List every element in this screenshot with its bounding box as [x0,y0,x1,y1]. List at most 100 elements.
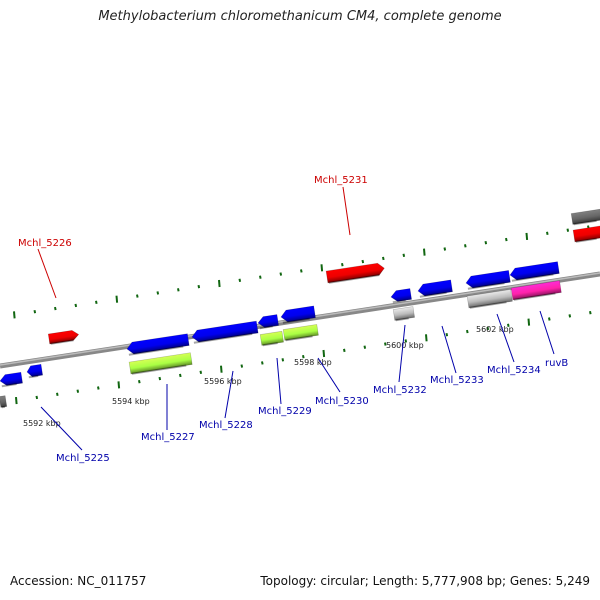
gene-label: Mchl_5225 [56,453,110,464]
gene-label-leader [496,313,515,363]
inner-scale-tick [445,332,449,337]
highlighted-feature [510,280,562,301]
inner-scale-tick [35,395,39,400]
gene-feature [0,371,23,388]
gene-feature [47,330,80,345]
gene-label-leader [276,357,282,405]
outer-scale-tick [136,294,139,298]
inner-scale-tick [76,389,80,393]
inner-scale-tick [425,334,428,342]
inner-scale-tick [15,396,18,405]
outer-scale-tick [115,295,119,303]
inner-scale-tick [261,361,264,365]
gene-label: Mchl_5228 [199,420,253,431]
outer-scale-tick [341,262,344,267]
scale-label: 5596 kbp [204,377,242,386]
inner-scale-tick [527,318,531,326]
inner-scale-tick [240,364,244,368]
outer-scale-tick [566,228,570,232]
outer-scale-tick [464,244,467,248]
outer-scale-tick [525,232,529,241]
outer-scale-tick [279,272,283,276]
outer-scale-tick [300,269,303,273]
outer-scale-tick [546,231,549,236]
outer-scale-tick [13,311,16,319]
gene-label: Mchl_5230 [315,396,369,407]
inner-scale-tick [466,329,469,334]
gene-label: Mchl_5227 [141,432,195,443]
gene-feature [325,262,385,284]
outer-scale-tick [423,248,426,256]
outer-scale-tick [218,279,221,288]
pseudo-feature [466,289,513,309]
pseudo-feature [392,306,415,322]
outer-scale-tick [259,275,262,279]
rna-feature [282,324,319,342]
gene-label-leader [342,186,351,236]
inner-scale-tick [179,373,182,378]
gene-label-leader [317,357,341,393]
gene-label: Mchl_5234 [487,365,541,376]
scale-label: 5598 kbp [294,358,332,367]
gene-feature [191,320,259,344]
outer-scale-tick [443,247,447,251]
gene-label-leader [40,406,83,451]
inner-scale-tick [363,345,367,349]
scale-label: 5602 kbp [476,325,514,334]
gene-label-leader [224,370,234,419]
inner-scale-tick [138,380,141,384]
rna-feature [259,330,284,347]
outer-scale-tick [156,291,160,295]
inner-scale-tick [220,365,223,373]
gene-label: Mchl_5231 [314,175,368,186]
gene-label-leader [441,325,457,374]
outer-scale-tick [95,300,98,305]
gene-label: Mchl_5233 [430,375,484,386]
outer-scale-tick [382,256,385,261]
scale-label: 5594 kbp [112,397,150,406]
scale-label: 5600 kbp [386,341,424,350]
gene-label-leader [37,248,57,299]
gene-feature [26,363,44,379]
gene-label: Mchl_5229 [258,406,312,417]
gene-feature [257,314,279,330]
inner-scale-tick [507,323,510,327]
outer-scale-tick [177,288,180,292]
gene-label-leader [539,310,555,355]
outer-scale-tick [54,306,57,311]
gene-feature [280,305,316,324]
outer-scale-tick [402,253,406,257]
outer-scale-tick [33,310,37,314]
gene-feature [465,270,511,290]
gene-feature [0,395,8,409]
outer-scale-tick [361,259,365,264]
rna-feature [128,352,193,375]
inner-scale-tick [384,342,387,346]
gene-label-leader [398,324,406,383]
outer-scale-tick [505,237,508,242]
inner-scale-tick [404,339,408,343]
map-title: Methylobacterium chloromethanicum CM4, c… [98,9,502,24]
inner-scale-tick [343,348,346,353]
gene-feature [570,208,600,226]
gene-feature [509,261,560,282]
inner-scale-tick [56,392,59,396]
gene-feature [572,225,600,243]
inner-scale-tick [281,358,285,362]
inner-scale-tick [199,370,203,375]
gene-label: Mchl_5232 [373,385,427,396]
inner-scale-tick [568,314,572,318]
inner-scale-tick [589,311,592,315]
inner-scale-tick [97,386,100,390]
gene-label: Mchl_5226 [18,238,72,249]
inner-scale-tick [302,354,305,359]
outer-scale-tick [238,278,242,283]
accession-label: Accession: NC_011757 [10,574,147,588]
genome-summary: Topology: circular; Length: 5,777,908 bp… [260,574,590,588]
inner-scale-tick [486,326,490,331]
inner-scale-tick [158,376,162,381]
inner-scale-tick [322,349,326,358]
inner-scale-tick [117,381,121,389]
scale-label: 5592 kbp [23,419,61,428]
